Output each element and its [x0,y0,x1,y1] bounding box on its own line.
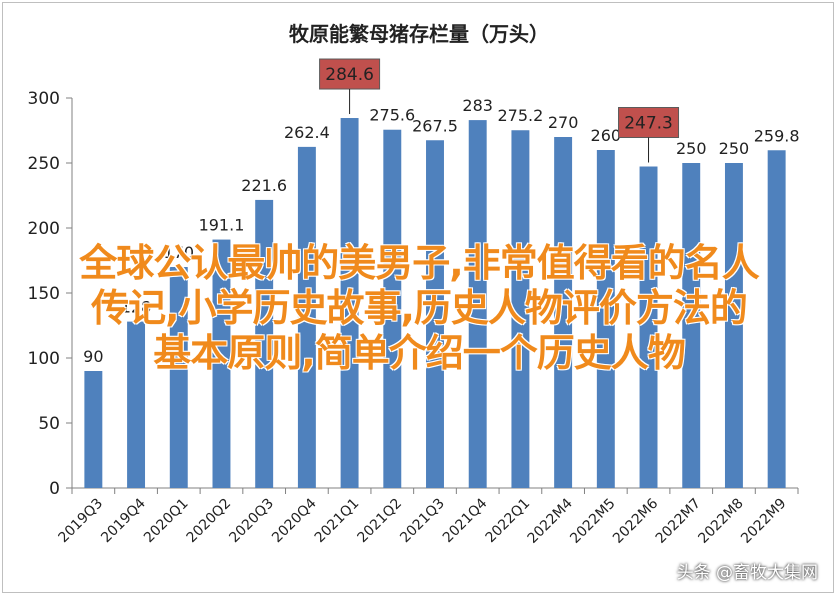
x-tick-label: 2019Q3 [56,496,107,547]
x-tick-label: 2020Q4 [269,495,320,546]
bar [127,321,146,488]
x-tick-label: 2021Q4 [440,495,491,546]
data-label-box [618,107,680,139]
bar [511,130,530,489]
x-tick-label: 2021Q3 [397,496,448,547]
y-tick-label: 250 [28,154,60,174]
data-label: 247.3 [624,114,673,134]
y-tick-label: 50 [38,414,60,434]
x-tick-label: 2022M9 [738,496,789,547]
data-label: 90 [83,347,103,366]
data-label: 250 [676,139,707,158]
x-tick-label: 2021Q2 [355,496,406,547]
x-tick-label: 2022Q1 [483,496,534,547]
data-label: 275.6 [369,106,415,125]
overlay-text-line-3: 基本原则,简单介绍一个历史人物 [153,331,685,375]
data-label: 191.1 [199,216,245,235]
bar [767,150,786,488]
bar [169,267,188,488]
data-label: 267.5 [412,116,458,135]
bar [639,166,658,488]
data-label: 283 [462,96,493,115]
data-label: 270 [548,113,579,132]
x-tick-label: 2022M6 [610,495,661,546]
data-label: 262.4 [284,123,330,142]
x-tick-label: 2022M8 [695,496,746,547]
bar [84,371,103,488]
bar [212,239,231,488]
bar [297,146,316,488]
x-tick-label: 2020Q3 [226,496,277,547]
data-label: 284.6 [325,65,374,85]
watermark: 头条 @畜牧大集网 [676,563,818,583]
x-tick-label: 2022M4 [525,495,576,546]
y-tick-label: 150 [28,284,60,304]
overlay-text-line-1: 全球公认最帅的美男子,非常值得看的名人 [79,241,759,285]
x-tick-label: 2020Q1 [141,496,192,547]
x-tick-label: 2019Q4 [98,495,149,546]
data-label: 259.8 [754,126,800,145]
bar [682,163,701,488]
data-label: 275.2 [498,106,544,125]
x-tick-label: 2020Q2 [184,496,235,547]
bar [426,140,444,488]
data-label: 221.6 [241,176,287,195]
x-tick-label: 2022M5 [567,496,618,547]
bar [596,150,615,488]
data-label: 128 [121,298,152,317]
bar [724,163,743,488]
x-tick-label: 2022M7 [653,496,704,547]
overlay-text-line-2: 传记,小学历史故事,历史人物评价方法的 [91,286,748,330]
x-tick-label: 2021Q1 [312,496,363,547]
bar [255,199,274,489]
data-label: 170 [163,243,194,262]
data-label: 250 [719,139,750,158]
data-label: 260 [591,126,622,145]
bar [554,137,573,488]
y-tick-label: 100 [28,349,60,369]
y-tick-label: 300 [28,89,60,109]
chart-title: 牧原能繁母猪存栏量（万头） [289,22,549,46]
bar [383,129,402,488]
bar [340,118,359,489]
y-tick-label: 200 [28,219,60,239]
y-tick-label: 0 [49,479,60,499]
bar [468,120,487,488]
